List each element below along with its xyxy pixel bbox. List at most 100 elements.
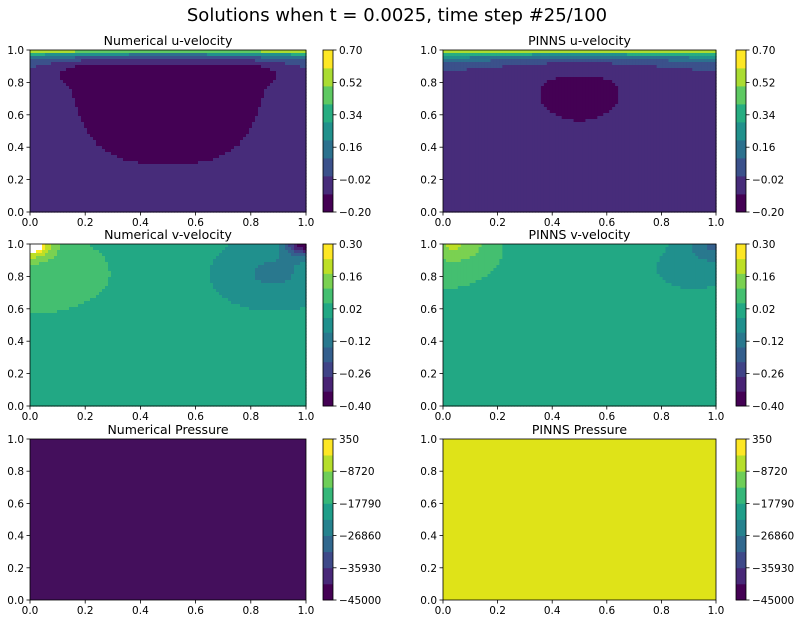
contour-cell: [153, 71, 157, 75]
contour-cell: [105, 68, 109, 72]
contour-cell: [66, 56, 70, 60]
contour-cell: [114, 50, 118, 54]
contour-cell: [144, 74, 148, 78]
contour-cell: [210, 74, 214, 78]
contour-cell: [243, 74, 247, 78]
contour-cell: [105, 86, 109, 90]
contour-cell: [303, 65, 307, 69]
contour-cell: [93, 80, 97, 84]
contour-cell: [132, 86, 136, 90]
contour-cell: [138, 77, 142, 81]
contour-cell: [171, 68, 175, 72]
contour-cell: [234, 59, 238, 63]
contour-cell: [90, 62, 94, 66]
contour-cell: [198, 77, 202, 81]
contour-cell: [276, 50, 280, 54]
contour-cell: [222, 56, 226, 60]
contour-cell: [48, 59, 52, 63]
contour-cell: [63, 65, 67, 69]
contour-cell: [105, 74, 109, 78]
contour-cell: [126, 77, 130, 81]
contour-cell: [30, 68, 34, 72]
contour-cell: [123, 62, 127, 66]
contour-cell: [33, 71, 37, 75]
contour-cell: [129, 71, 133, 75]
contour-cell: [66, 71, 70, 75]
contour-cell: [105, 80, 109, 84]
contour-cell: [168, 71, 172, 75]
contour-cell: [261, 50, 265, 54]
contour-cell: [246, 77, 250, 81]
contour-cell: [204, 62, 208, 66]
contour-cell: [195, 62, 199, 66]
contour-cell: [141, 56, 145, 60]
contour-cell: [219, 71, 223, 75]
contour-cell: [114, 56, 118, 60]
contour-cell: [270, 62, 274, 66]
contour-cell: [156, 74, 160, 78]
contour-cell: [42, 50, 46, 54]
contour-cell: [171, 53, 175, 57]
contour-cell: [243, 59, 247, 63]
contour-cell: [147, 50, 151, 54]
contour-cell: [192, 80, 196, 84]
contour-cell: [63, 56, 67, 60]
contour-cell: [96, 77, 100, 81]
contour-cell: [132, 83, 136, 87]
contour-cell: [234, 68, 238, 72]
contour-cell: [96, 50, 100, 54]
contour-cell: [246, 80, 250, 84]
contour-cell: [282, 50, 286, 54]
contour-cell: [132, 56, 136, 60]
contour-cell: [192, 59, 196, 63]
contour-cell: [108, 59, 112, 63]
contour-cell: [228, 68, 232, 72]
contour-cell: [246, 53, 250, 57]
contour-cell: [159, 74, 163, 78]
contour-cell: [30, 59, 34, 63]
contour-cell: [174, 71, 178, 75]
contour-cell: [279, 62, 283, 66]
contour-cell: [42, 65, 46, 69]
contour-cell: [87, 86, 91, 90]
contour-cell: [267, 77, 271, 81]
contour-cell: [177, 50, 181, 54]
contour-cell: [48, 86, 52, 90]
contour-cell: [159, 77, 163, 81]
contour-cell: [114, 83, 118, 87]
contour-cell: [177, 83, 181, 87]
contour-cell: [93, 62, 97, 66]
contour-cell: [150, 65, 154, 69]
contour-cell: [213, 68, 217, 72]
contour-cell: [162, 65, 166, 69]
contour-cell: [303, 80, 307, 84]
contour-cell: [120, 68, 124, 72]
contour-cell: [60, 53, 64, 57]
contour-cell: [60, 65, 64, 69]
contour-cell: [186, 80, 190, 84]
contour-cell: [246, 74, 250, 78]
contour-cell: [105, 53, 109, 57]
contour-cell: [69, 56, 73, 60]
contour-cell: [171, 71, 175, 75]
contour-cell: [264, 83, 268, 87]
contour-cell: [228, 53, 232, 57]
contour-cell: [162, 68, 166, 72]
contour-cell: [39, 65, 43, 69]
contour-cell: [168, 83, 172, 87]
contour-cell: [120, 65, 124, 69]
contour-cell: [171, 56, 175, 60]
contour-cell: [153, 59, 157, 63]
contour-cell: [276, 71, 280, 75]
contour-cell: [219, 56, 223, 60]
contour-cell: [60, 80, 64, 84]
contour-cell: [54, 56, 58, 60]
contour-cell: [162, 77, 166, 81]
contour-cell: [66, 80, 70, 84]
contour-cell: [75, 59, 79, 63]
contour-cell: [84, 71, 88, 75]
contour-cell: [87, 59, 91, 63]
contour-cell: [141, 65, 145, 69]
contour-cell: [36, 68, 40, 72]
